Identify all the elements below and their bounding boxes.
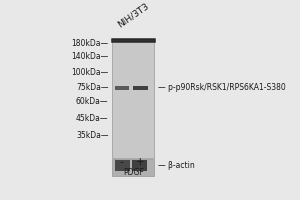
Text: PDGF: PDGF: [124, 168, 144, 177]
Text: 45kDa—: 45kDa—: [76, 114, 108, 123]
Text: 60kDa—: 60kDa—: [76, 97, 108, 106]
Text: 75kDa—: 75kDa—: [76, 83, 108, 92]
Text: +: +: [136, 157, 144, 167]
Bar: [133, 86, 148, 90]
Text: — p-p90Rsk/RSK1/RPS6KA1-S380: — p-p90Rsk/RSK1/RPS6KA1-S380: [158, 83, 286, 92]
Bar: [116, 86, 129, 90]
Bar: [112, 39, 154, 158]
Bar: [115, 160, 130, 171]
Text: NIH/3T3: NIH/3T3: [116, 1, 150, 29]
Bar: [132, 160, 148, 171]
Text: 140kDa—: 140kDa—: [71, 52, 108, 61]
Text: 35kDa—: 35kDa—: [76, 131, 108, 140]
Text: — β-actin: — β-actin: [158, 161, 195, 170]
Bar: [112, 159, 154, 176]
Text: 180kDa—: 180kDa—: [71, 39, 108, 48]
Text: 100kDa—: 100kDa—: [71, 68, 108, 77]
Text: -: -: [120, 157, 124, 167]
